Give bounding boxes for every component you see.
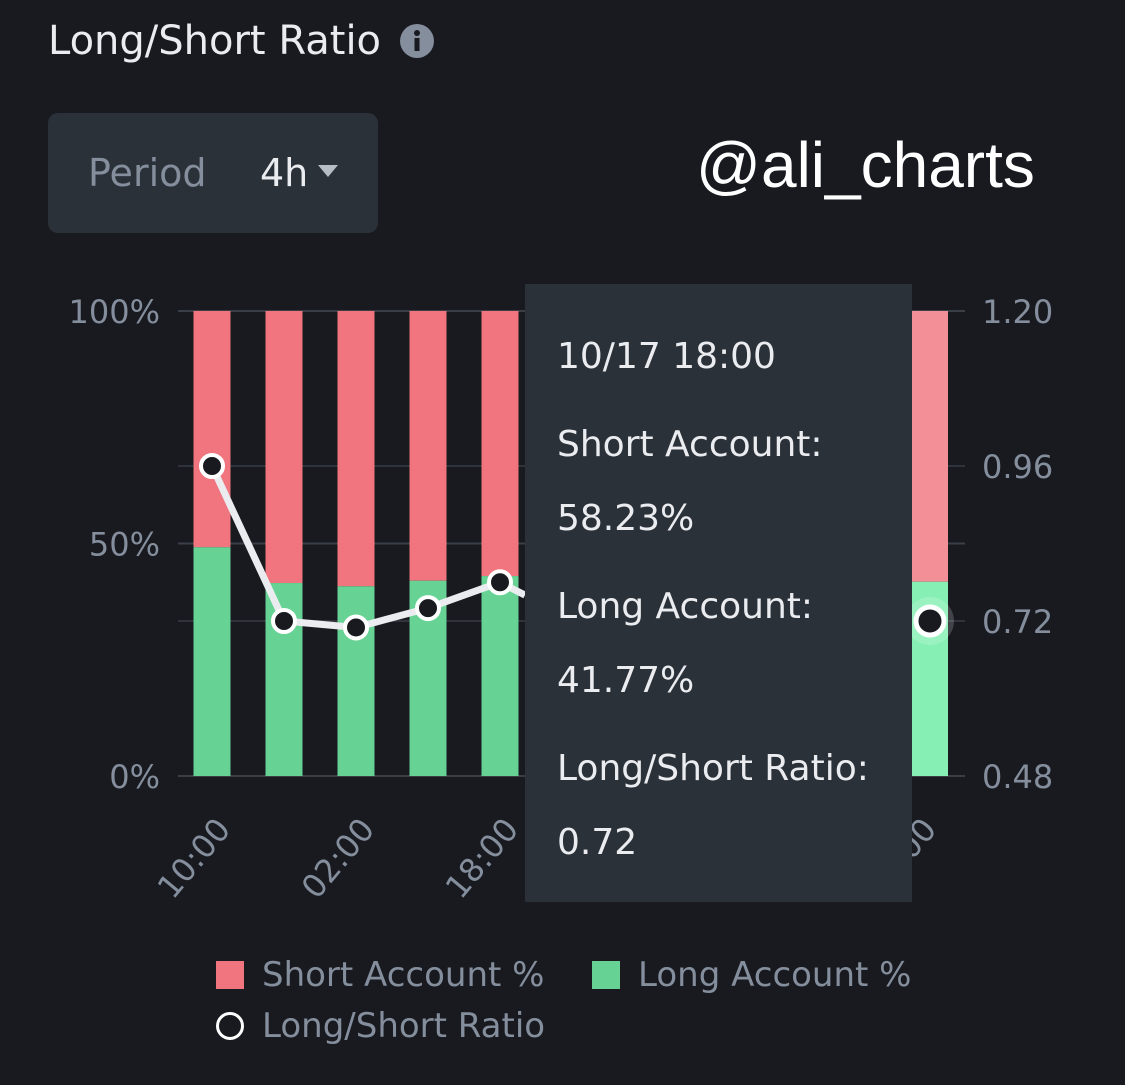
y-right-tick-label: 0.96 xyxy=(982,448,1053,486)
ratio-point-active xyxy=(913,604,947,638)
chart-title-text: Long/Short Ratio xyxy=(48,18,382,64)
bar-long xyxy=(193,547,231,776)
y-right-tick-label: 0.48 xyxy=(982,758,1053,796)
ratio-point xyxy=(487,569,513,596)
tooltip-long-value: 41.77% xyxy=(557,660,695,701)
ratio-point xyxy=(271,608,297,634)
tooltip-ratio-label: Long/Short Ratio: xyxy=(557,748,869,789)
period-value[interactable]: 4h xyxy=(260,151,309,195)
bar-short xyxy=(265,311,303,584)
period-label: Period xyxy=(88,151,207,195)
tooltip-long-label: Long Account: xyxy=(557,586,814,627)
x-tick-label: 02:00 xyxy=(294,811,382,906)
bar-short xyxy=(409,311,447,581)
y-left-tick-label: 50% xyxy=(89,526,160,564)
info-circle-icon[interactable] xyxy=(399,23,435,59)
chart-title: Long/Short Ratio xyxy=(48,18,435,64)
x-tick-label: 10:00 xyxy=(150,811,238,906)
caret-down-icon[interactable] xyxy=(318,165,338,179)
bar-long xyxy=(481,576,519,776)
tooltip-short-value: 58.23% xyxy=(557,498,695,539)
bar-short xyxy=(481,311,519,577)
ratio-point xyxy=(343,614,369,641)
y-left-tick-label: 0% xyxy=(109,758,160,796)
bar-short xyxy=(193,311,231,548)
ratio-point xyxy=(199,453,225,479)
x-tick-label: 18:00 xyxy=(438,811,526,906)
tooltip-ratio-value: 0.72 xyxy=(557,822,638,863)
chart-tooltip: 10/17 18:00 Short Account: 58.23% Long A… xyxy=(525,284,912,902)
watermark: @ali_charts xyxy=(696,129,1035,201)
y-right-tick-label: 1.20 xyxy=(982,293,1053,331)
y-right-tick-label: 0.72 xyxy=(982,603,1053,641)
tooltip-time: 10/17 18:00 xyxy=(557,336,776,377)
y-left-tick-label: 100% xyxy=(69,293,160,331)
bar-short xyxy=(337,311,375,587)
period-selector[interactable]: Period 4h xyxy=(48,113,378,233)
ratio-point xyxy=(415,595,441,622)
tooltip-short-label: Short Account: xyxy=(557,424,823,465)
bar-short xyxy=(912,311,948,582)
